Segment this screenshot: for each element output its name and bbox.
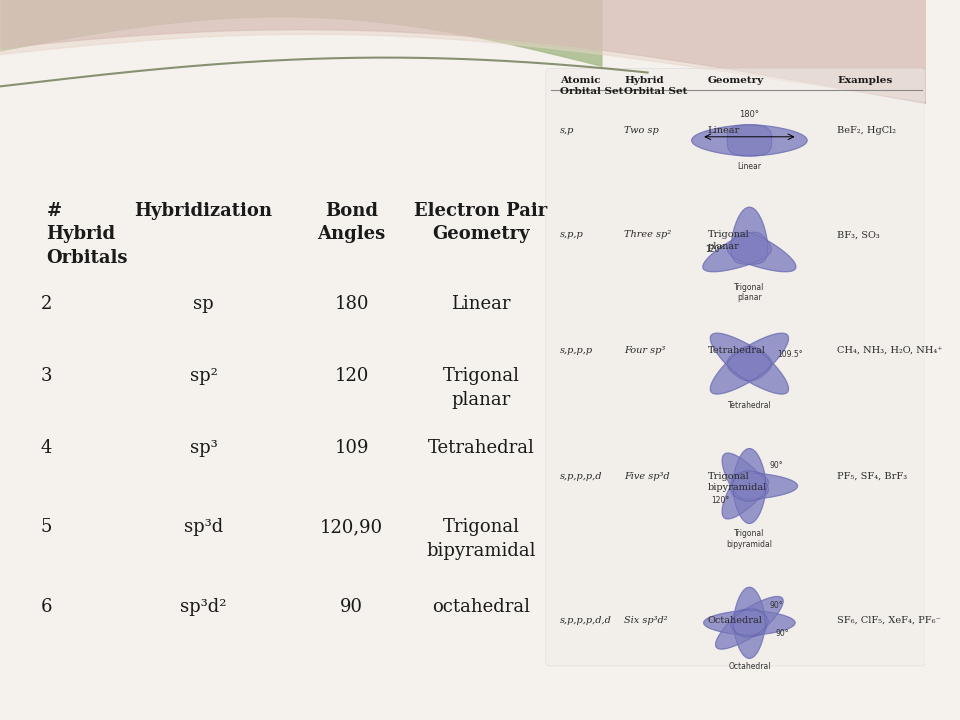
Text: sp³: sp³: [190, 439, 217, 457]
Text: 2: 2: [40, 295, 52, 313]
Text: Trigonal
planar: Trigonal planar: [734, 283, 764, 302]
Text: s,p,p,p,d,d: s,p,p,p,d,d: [560, 616, 612, 625]
Text: 180: 180: [334, 295, 369, 313]
Text: Hybridization: Hybridization: [134, 202, 273, 220]
Text: CH₄, NH₃, H₂O, NH₄⁺: CH₄, NH₃, H₂O, NH₄⁺: [837, 346, 943, 355]
Text: Trigonal
bipyramidal: Trigonal bipyramidal: [708, 472, 767, 492]
Text: Octahedral: Octahedral: [728, 662, 771, 671]
FancyBboxPatch shape: [546, 68, 925, 666]
Text: s,p,p: s,p,p: [560, 230, 584, 239]
Text: Trigonal
planar: Trigonal planar: [708, 230, 750, 251]
Polygon shape: [728, 346, 788, 394]
Text: Trigonal
bipyramidal: Trigonal bipyramidal: [727, 529, 773, 549]
Text: 90: 90: [340, 598, 363, 616]
Text: Geometry: Geometry: [708, 76, 764, 85]
Polygon shape: [703, 232, 771, 271]
Text: Octahedral: Octahedral: [708, 616, 762, 625]
Text: 90°: 90°: [770, 601, 783, 610]
Text: Hybrid
Orbital Set: Hybrid Orbital Set: [625, 76, 688, 96]
Text: Trigonal
planar: Trigonal planar: [443, 367, 519, 409]
Polygon shape: [731, 473, 798, 499]
Text: 90°: 90°: [776, 629, 789, 638]
Polygon shape: [732, 472, 766, 523]
Polygon shape: [732, 611, 795, 635]
Text: Four sp³: Four sp³: [625, 346, 665, 355]
Polygon shape: [733, 588, 765, 636]
Polygon shape: [732, 207, 768, 264]
Polygon shape: [733, 609, 765, 658]
Text: Electron Pair
Geometry: Electron Pair Geometry: [415, 202, 548, 243]
Text: PF₅, SF₄, BrF₃: PF₅, SF₄, BrF₃: [837, 472, 907, 481]
Text: 109: 109: [334, 439, 369, 457]
Text: 120,90: 120,90: [320, 518, 383, 536]
Text: Tetrahedral: Tetrahedral: [708, 346, 766, 355]
Polygon shape: [710, 346, 771, 394]
Text: Trigonal
bipyramidal: Trigonal bipyramidal: [426, 518, 536, 560]
Text: Examples: Examples: [837, 76, 893, 85]
Text: Six sp³d²: Six sp³d²: [625, 616, 668, 625]
Text: sp³d²: sp³d²: [180, 598, 227, 616]
Polygon shape: [727, 125, 807, 156]
Text: Two sp: Two sp: [625, 126, 660, 135]
Text: 120: 120: [334, 367, 369, 385]
Text: 4: 4: [40, 439, 52, 457]
Text: Linear: Linear: [708, 126, 740, 135]
Polygon shape: [728, 333, 788, 381]
Polygon shape: [704, 611, 767, 635]
Text: Bond
Angles: Bond Angles: [318, 202, 386, 243]
Text: 90°: 90°: [770, 462, 783, 470]
Polygon shape: [715, 608, 768, 649]
Text: 3: 3: [40, 367, 52, 385]
Text: Tetrahedral: Tetrahedral: [728, 401, 771, 410]
Text: Linear: Linear: [451, 295, 511, 313]
Text: BF₃, SO₃: BF₃, SO₃: [837, 230, 880, 239]
Text: #
Hybrid
Orbitals: # Hybrid Orbitals: [46, 202, 128, 267]
Text: sp³d: sp³d: [184, 518, 223, 536]
Polygon shape: [731, 596, 783, 637]
Text: s,p: s,p: [560, 126, 574, 135]
Text: BeF₂, HgCl₂: BeF₂, HgCl₂: [837, 126, 897, 135]
Text: 120°: 120°: [710, 496, 729, 505]
Text: 180°: 180°: [739, 110, 759, 119]
Polygon shape: [722, 470, 768, 519]
Text: sp: sp: [193, 295, 214, 313]
Text: 109.5°: 109.5°: [778, 351, 803, 359]
Text: s,p,p,p: s,p,p,p: [560, 346, 593, 355]
Text: SF₆, ClF₅, XeF₄, PF₆⁻: SF₆, ClF₅, XeF₄, PF₆⁻: [837, 616, 941, 625]
Text: octahedral: octahedral: [432, 598, 530, 616]
Text: 5: 5: [40, 518, 52, 536]
Text: s,p,p,p,d: s,p,p,p,d: [560, 472, 602, 481]
Polygon shape: [722, 453, 768, 502]
Text: sp²: sp²: [190, 367, 218, 385]
Polygon shape: [732, 449, 766, 500]
Text: Linear: Linear: [737, 162, 761, 171]
Polygon shape: [710, 333, 771, 381]
Text: Atomic
Orbital Set: Atomic Orbital Set: [560, 76, 623, 96]
Polygon shape: [728, 232, 796, 271]
Text: Five sp³d: Five sp³d: [625, 472, 670, 481]
Text: Tetrahedral: Tetrahedral: [427, 439, 535, 457]
Text: 120°: 120°: [705, 245, 724, 254]
Text: Three sp²: Three sp²: [625, 230, 672, 239]
Text: 6: 6: [40, 598, 52, 616]
Polygon shape: [691, 125, 772, 156]
